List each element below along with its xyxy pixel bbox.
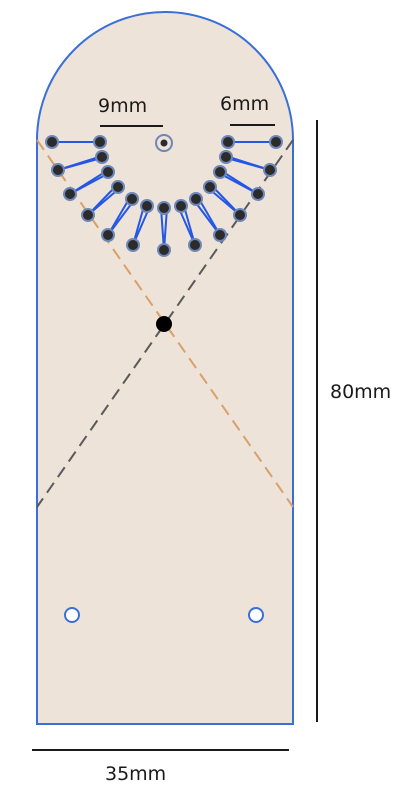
spoke-line — [228, 156, 271, 171]
peg-outer — [47, 137, 57, 147]
peg-inner — [142, 201, 152, 211]
mounting-hole-left — [64, 607, 80, 623]
spoke-line — [163, 207, 168, 251]
peg-outer — [215, 230, 225, 240]
peg-inner — [159, 203, 169, 213]
peg-inner — [127, 194, 137, 204]
peg-inner — [113, 182, 123, 192]
label-spacing-outer: 6mm — [220, 93, 269, 115]
peg-inner — [205, 182, 215, 192]
peg-outer — [103, 230, 113, 240]
peg-outer — [235, 210, 245, 220]
peg-outer — [83, 210, 93, 220]
mounting-hole-right — [248, 607, 264, 623]
peg-outer — [65, 189, 75, 199]
peg-inner — [176, 201, 186, 211]
peg-inner — [191, 194, 201, 204]
plate — [36, 11, 294, 725]
peg-inner — [221, 152, 231, 162]
label-spacing-inner: 9mm — [98, 95, 147, 117]
peg-outer — [53, 165, 63, 175]
peg-group — [45, 135, 283, 257]
dashed-line-gray — [36, 139, 294, 508]
peg-inner — [97, 152, 107, 162]
peg-inner — [103, 167, 113, 177]
label-width: 35mm — [105, 763, 166, 785]
peg-inner — [95, 137, 105, 147]
peg-inner — [215, 167, 225, 177]
peg-inner — [223, 137, 233, 147]
peg-outer — [190, 240, 200, 250]
peg-outer — [159, 245, 169, 255]
dashed-line-orange — [36, 139, 294, 508]
label-height: 80mm — [330, 381, 391, 403]
peg-outer — [128, 240, 138, 250]
peg-outer — [271, 137, 281, 147]
peg-outer — [265, 165, 275, 175]
pivot-point — [156, 316, 172, 332]
peg-outer — [253, 189, 263, 199]
top-hole-center — [160, 139, 168, 147]
